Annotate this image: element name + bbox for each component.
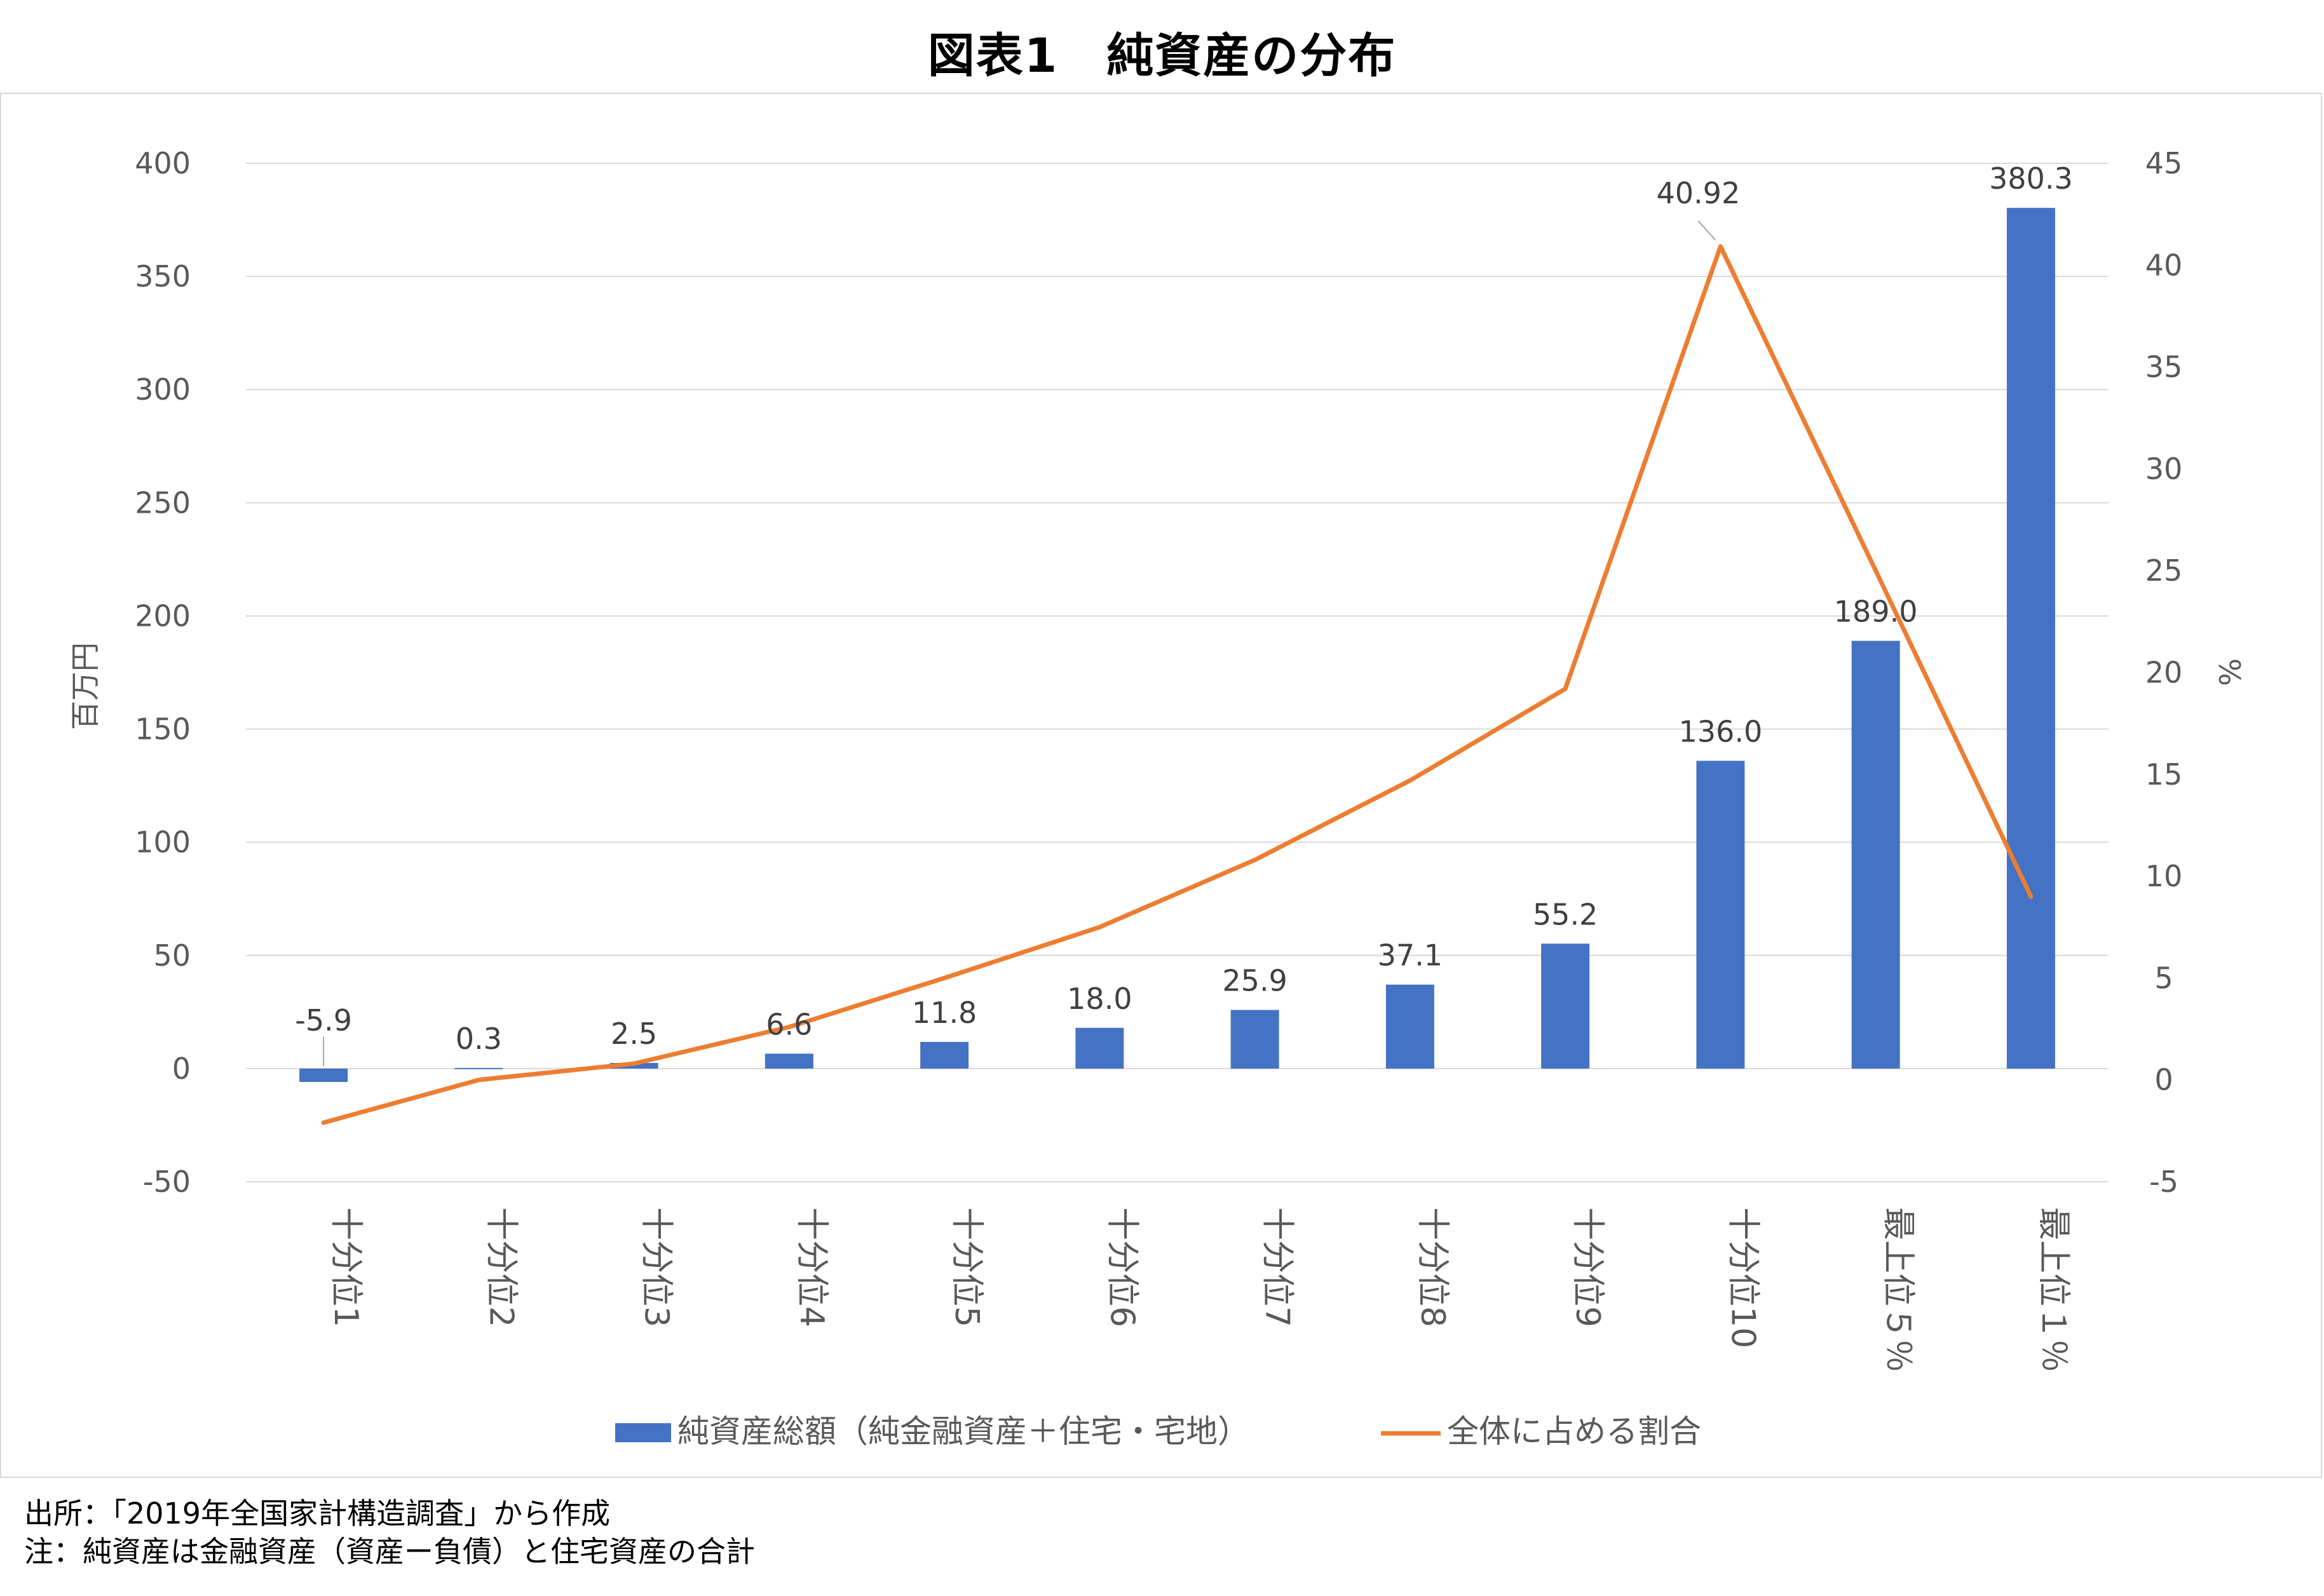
y2-tick-label: 10 <box>2145 859 2183 893</box>
y2-tick-label: 40 <box>2145 248 2183 282</box>
line-point <box>2030 896 2032 898</box>
line-point <box>1565 688 1566 690</box>
y2-tick-label: 5 <box>2154 961 2173 995</box>
legend-label-bar: 純資産総額（純金融資産＋住宅・宅地） <box>677 1413 1249 1450</box>
x-category-label: 十分位9 <box>1568 1207 1607 1327</box>
bar-data-label: -5.9 <box>295 1003 352 1038</box>
line-data-label: 40.92 <box>1657 176 1741 210</box>
bar <box>299 1068 348 1082</box>
x-category-label: 十分位5 <box>948 1207 986 1327</box>
line-point <box>1875 570 1877 572</box>
line-point <box>478 1079 480 1081</box>
x-category-label: 十分位8 <box>1413 1207 1451 1327</box>
bar-series <box>299 208 2055 1082</box>
bar <box>920 1041 969 1069</box>
bar <box>1541 943 1590 1069</box>
bar-data-label: 11.8 <box>912 996 977 1030</box>
y-tick-label: 50 <box>153 938 191 973</box>
bar <box>1075 1027 1124 1069</box>
y-tick-label: 150 <box>135 712 191 747</box>
bar <box>1851 640 1900 1069</box>
x-category-label: 十分位4 <box>792 1207 831 1327</box>
line-point <box>323 1122 325 1124</box>
bar-data-label: 6.6 <box>766 1007 812 1041</box>
leader-line <box>1697 220 1716 241</box>
y2-tick-label: 35 <box>2145 350 2183 384</box>
x-category-label: 十分位7 <box>1258 1207 1296 1327</box>
gridlines <box>246 163 2109 1182</box>
y-tick-label: 400 <box>135 146 191 180</box>
axes: 400350300250200150100500-504540353025201… <box>68 146 2246 1372</box>
legend-label-line: 全体に占める割合 <box>1447 1413 1701 1450</box>
bar-data-label: 136.0 <box>1679 714 1763 748</box>
bar <box>764 1053 813 1069</box>
bar-data-label: 189.0 <box>1834 595 1918 629</box>
x-category-label: 十分位1 <box>327 1207 365 1327</box>
bar-data-label: 25.9 <box>1222 964 1287 998</box>
line-point <box>633 1063 635 1065</box>
bar-data-label: 380.3 <box>1989 161 2073 196</box>
chart-frame <box>0 93 2322 1478</box>
bar <box>1230 1010 1279 1069</box>
source-note: 出所：「2019年全国家計構造調査」から作成 <box>24 1496 611 1531</box>
bar <box>1696 761 1745 1069</box>
y2-axis-title: % <box>2212 658 2246 686</box>
y2-tick-label: 45 <box>2145 146 2183 180</box>
y-tick-label: 350 <box>135 259 191 294</box>
x-category-label: 十分位3 <box>637 1207 676 1327</box>
x-category-label: 十分位6 <box>1103 1207 1141 1327</box>
y2-tick-label: 25 <box>2145 553 2183 588</box>
legend-swatch-bar <box>615 1423 671 1442</box>
y2-tick-label: -5 <box>2149 1165 2178 1199</box>
y-tick-label: 250 <box>135 485 191 520</box>
bar-data-label: 0.3 <box>456 1022 502 1056</box>
x-category-label: 最上位５％ <box>1879 1207 1917 1372</box>
share-line <box>321 244 2034 1125</box>
legend: 純資産総額（純金融資産＋住宅・宅地） 全体に占める割合 <box>615 1413 1701 1450</box>
footnote: 注：純資産は金融資産（資産ー負債）と住宅資産の合計 <box>24 1534 755 1569</box>
line-point <box>1409 780 1411 781</box>
x-category-label: 最上位１％ <box>2034 1207 2072 1372</box>
bar-data-label: 55.2 <box>1533 897 1598 931</box>
y2-tick-label: 20 <box>2145 656 2183 690</box>
chart-title: 図表1 純資産の分布 <box>927 29 1397 83</box>
line-point <box>1099 926 1101 928</box>
bar-data-label: 37.1 <box>1378 938 1443 973</box>
line-point <box>944 977 946 979</box>
bar <box>454 1067 503 1069</box>
y-axis-title: 百万円 <box>68 642 102 730</box>
y-tick-label: 200 <box>135 598 191 633</box>
y2-tick-label: 0 <box>2154 1063 2173 1097</box>
x-category-label: 十分位2 <box>482 1207 520 1327</box>
y-tick-label: 300 <box>135 372 191 407</box>
y2-tick-label: 15 <box>2145 757 2183 792</box>
line-point <box>1254 859 1256 861</box>
y-tick-label: 0 <box>172 1052 191 1086</box>
data-labels: -5.9 0.3 2.5 6.6 11.8 18.0 25.9 37.1 55.2 136.0 18… <box>295 161 2073 1066</box>
bar-data-label: 2.5 <box>611 1017 657 1051</box>
y-tick-label: -50 <box>143 1165 191 1199</box>
line-series <box>321 244 2034 1125</box>
x-category-label: 十分位10 <box>1723 1207 1762 1348</box>
line-point <box>1720 245 1722 247</box>
y-tick-label: 100 <box>135 825 191 860</box>
bar <box>2006 208 2055 1069</box>
bar-data-label: 18.0 <box>1067 982 1132 1016</box>
y2-tick-label: 30 <box>2145 452 2183 486</box>
bar <box>1385 984 1434 1069</box>
line-point <box>788 1026 790 1028</box>
